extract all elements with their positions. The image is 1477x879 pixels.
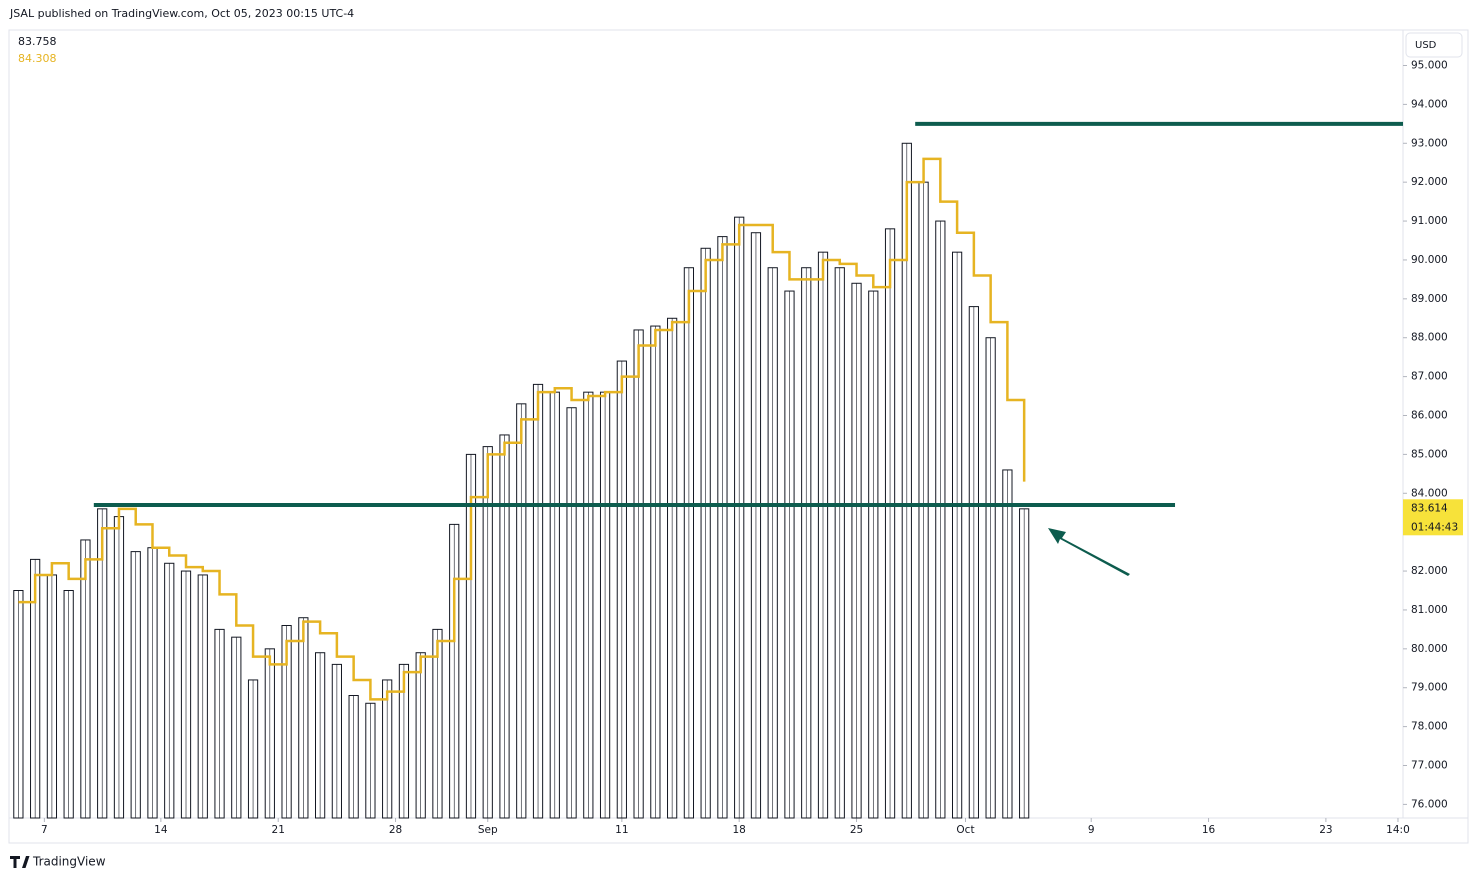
x-tick-label: 14 — [154, 824, 168, 836]
y-tick-label: 85.000 — [1411, 448, 1448, 460]
countdown: 01:44:43 — [1411, 521, 1458, 533]
y-tick-label: 94.000 — [1411, 98, 1448, 110]
y-tick-label: 93.000 — [1411, 137, 1448, 149]
x-tick-label: 23 — [1319, 824, 1332, 836]
y-tick-label: 91.000 — [1411, 215, 1448, 227]
logo — [10, 856, 30, 868]
arrow — [1048, 528, 1130, 576]
y-tick-label: 89.000 — [1411, 293, 1448, 305]
y-tick-label: 79.000 — [1411, 682, 1448, 694]
x-tick-label: 9 — [1088, 824, 1095, 836]
frame — [8, 29, 1469, 844]
y-tick-label: 90.000 — [1411, 254, 1448, 266]
y-tick-label: 86.000 — [1411, 410, 1448, 422]
y-tick-label: 84.000 — [1411, 487, 1448, 499]
x-tick-label: 18 — [733, 824, 746, 836]
publish-note: JSAL published on TradingView.com, Oct 0… — [9, 7, 354, 20]
brand: TradingView — [32, 855, 106, 869]
x-tick-label: 14:0 — [1386, 824, 1410, 836]
y-tick-label: 82.000 — [1411, 565, 1448, 577]
y-tick-label: 92.000 — [1411, 176, 1448, 188]
y-tick-label: 95.000 — [1411, 60, 1448, 72]
ma-value: 84.308 — [18, 52, 57, 65]
x-tick-label: 21 — [272, 824, 285, 836]
x-tick-label: 25 — [850, 824, 863, 836]
x-tick-label: Sep — [478, 824, 498, 836]
y-tick-label: 77.000 — [1411, 760, 1448, 772]
y-tick-label: 88.000 — [1411, 332, 1448, 344]
x-tick-label: 7 — [41, 824, 48, 836]
x-tick-label: 16 — [1202, 824, 1216, 836]
price-label: 83.614 — [1411, 502, 1448, 514]
y-tick-label: 80.000 — [1411, 643, 1448, 655]
moving-average — [18, 157, 1026, 701]
y-tick-label: 81.000 — [1411, 604, 1448, 616]
y-tick-label: 87.000 — [1411, 371, 1448, 383]
x-tick-label: 28 — [389, 824, 402, 836]
last-value: 83.758 — [18, 35, 57, 48]
y-tick-label: 78.000 — [1411, 721, 1448, 733]
currency-button[interactable] — [1405, 32, 1463, 58]
price-label-box — [1403, 499, 1463, 536]
currency[interactable]: USD — [1415, 40, 1437, 51]
y-tick-label: 76.000 — [1411, 798, 1448, 810]
x-tick-label: Oct — [956, 824, 974, 836]
x-tick-label: 11 — [615, 824, 628, 836]
